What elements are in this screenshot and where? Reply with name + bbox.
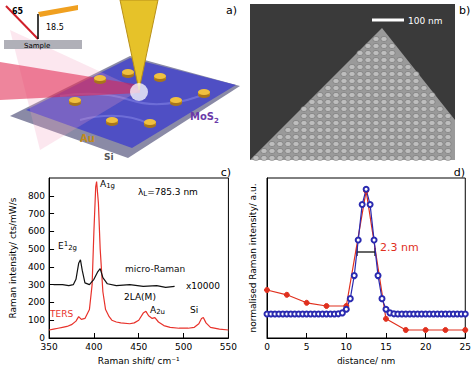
svg-text:0: 0 — [39, 333, 46, 343]
svg-text:Si: Si — [190, 305, 198, 315]
svg-text:550: 550 — [220, 342, 237, 352]
svg-text:normalised Raman intensity/ a.: normalised Raman intensity/ a.u. — [248, 183, 258, 332]
svg-text:Raman shift/ cm⁻¹: Raman shift/ cm⁻¹ — [98, 356, 180, 366]
svg-text:65: 65 — [12, 7, 24, 16]
svg-text:2LA(M): 2LA(M) — [124, 292, 156, 302]
svg-text:800: 800 — [28, 191, 45, 201]
svg-text:=785.3 nm: =785.3 nm — [147, 187, 198, 197]
svg-text:100 nm: 100 nm — [408, 16, 443, 26]
svg-text:2g: 2g — [68, 244, 77, 252]
svg-text:distance/ nm: distance/ nm — [337, 356, 396, 366]
svg-text:2.3 nm: 2.3 nm — [380, 241, 419, 254]
svg-text:350: 350 — [40, 342, 57, 352]
svg-text:25: 25 — [460, 342, 471, 352]
svg-text:micro-Raman: micro-Raman — [125, 264, 185, 274]
svg-text:A: A — [100, 179, 107, 189]
svg-text:450: 450 — [130, 342, 147, 352]
svg-text:Sample: Sample — [24, 42, 50, 50]
svg-text:TERS: TERS — [49, 309, 73, 319]
svg-text:2u: 2u — [156, 308, 165, 316]
svg-text:5: 5 — [304, 342, 310, 352]
svg-text:500: 500 — [28, 244, 45, 254]
svg-text:Au: Au — [80, 133, 95, 144]
svg-text:c): c) — [221, 166, 231, 179]
svg-text:400: 400 — [85, 342, 102, 352]
svg-text:10: 10 — [341, 342, 353, 352]
svg-text:1g: 1g — [106, 182, 115, 190]
svg-text:18.5: 18.5 — [46, 23, 64, 32]
svg-text:0: 0 — [264, 342, 270, 352]
svg-text:x10000: x10000 — [186, 281, 220, 291]
svg-text:700: 700 — [28, 209, 45, 219]
svg-text:300: 300 — [28, 280, 45, 290]
svg-text:a): a) — [226, 4, 237, 17]
html-text:λL: λL — [138, 187, 148, 198]
svg-text:20: 20 — [420, 342, 432, 352]
svg-text:15: 15 — [380, 342, 391, 352]
svg-text:A: A — [150, 305, 157, 315]
html-text:E1: E1 — [58, 240, 69, 251]
svg-text:200: 200 — [28, 297, 45, 307]
svg-text:100: 100 — [28, 315, 45, 325]
svg-text:MoS2: MoS2 — [190, 111, 219, 125]
svg-text:Raman intensity/ cts/mW/s: Raman intensity/ cts/mW/s — [8, 197, 18, 318]
svg-text:600: 600 — [28, 226, 45, 236]
svg-text:d): d) — [454, 166, 465, 179]
svg-text:400: 400 — [28, 262, 45, 272]
svg-text:b): b) — [459, 4, 470, 17]
svg-text:Si: Si — [104, 152, 114, 162]
svg-text:500: 500 — [175, 342, 192, 352]
